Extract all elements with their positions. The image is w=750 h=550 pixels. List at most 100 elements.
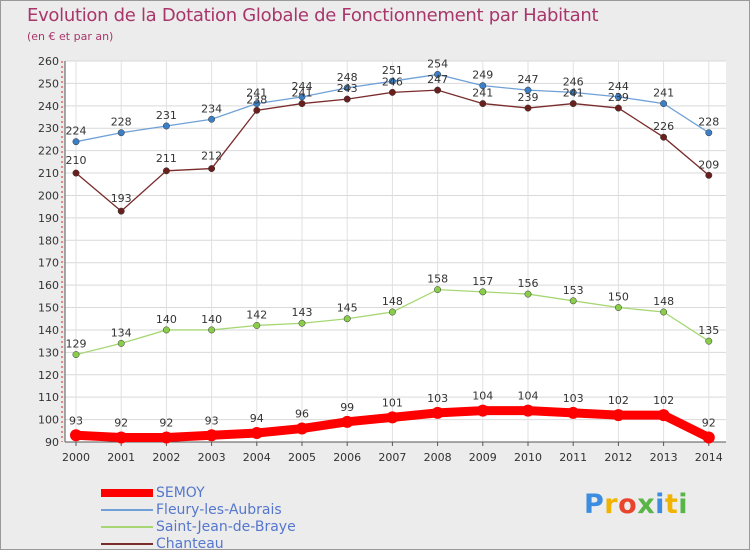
data-point-chanteau bbox=[208, 165, 216, 173]
data-point-fleury-les-aubrais bbox=[479, 82, 487, 90]
data-point-chanteau bbox=[298, 100, 306, 108]
data-label-fleury-les-aubrais: 228 bbox=[698, 116, 719, 129]
y-tick-label: 250 bbox=[38, 77, 59, 90]
data-label-semoy: 104 bbox=[518, 390, 539, 403]
logo-letter: i bbox=[678, 489, 689, 520]
data-label-semoy: 103 bbox=[563, 392, 584, 405]
data-label-chanteau: 246 bbox=[382, 75, 403, 88]
data-label-saint-jean-de-braye: 150 bbox=[608, 291, 629, 304]
data-point-saint-jean-de-braye bbox=[72, 351, 80, 359]
data-point-semoy bbox=[250, 427, 263, 440]
data-label-semoy: 96 bbox=[295, 408, 309, 421]
y-tick-label: 230 bbox=[38, 122, 59, 135]
data-label-chanteau: 239 bbox=[608, 91, 629, 104]
data-label-saint-jean-de-braye: 140 bbox=[201, 313, 222, 326]
data-point-saint-jean-de-braye bbox=[434, 286, 442, 294]
data-point-fleury-les-aubrais bbox=[253, 100, 261, 108]
data-label-chanteau: 241 bbox=[472, 87, 493, 100]
proxiti-logo: Proxiti bbox=[584, 489, 688, 520]
data-label-chanteau: 241 bbox=[292, 87, 313, 100]
legend-swatch-chanteau bbox=[101, 543, 153, 545]
logo-letter: o bbox=[618, 489, 638, 520]
x-tick-label: 2011 bbox=[559, 451, 587, 464]
logo-letter: r bbox=[604, 489, 619, 520]
data-point-chanteau bbox=[660, 133, 668, 141]
data-point-semoy bbox=[386, 411, 399, 424]
data-label-saint-jean-de-braye: 157 bbox=[472, 275, 493, 288]
logo-letter: i bbox=[655, 489, 665, 520]
data-point-saint-jean-de-braye bbox=[208, 326, 216, 334]
legend-item-fleury: Fleury-les-Aubrais bbox=[101, 502, 361, 519]
y-tick-label: 170 bbox=[38, 257, 59, 270]
data-label-fleury-les-aubrais: 244 bbox=[608, 80, 629, 93]
data-label-saint-jean-de-braye: 142 bbox=[246, 308, 267, 321]
data-point-saint-jean-de-braye bbox=[253, 322, 261, 329]
data-point-semoy bbox=[341, 415, 354, 428]
data-label-fleury-les-aubrais: 246 bbox=[563, 75, 584, 88]
data-label-saint-jean-de-braye: 156 bbox=[518, 277, 539, 290]
data-point-chanteau bbox=[162, 167, 170, 175]
data-label-saint-jean-de-braye: 148 bbox=[382, 295, 403, 308]
y-tick-label: 160 bbox=[38, 279, 59, 292]
data-label-chanteau: 193 bbox=[111, 192, 132, 205]
x-tick-label: 2003 bbox=[198, 451, 226, 464]
data-point-chanteau bbox=[434, 86, 442, 94]
data-label-semoy: 93 bbox=[69, 414, 83, 427]
data-label-chanteau: 247 bbox=[427, 73, 448, 86]
data-label-saint-jean-de-braye: 158 bbox=[427, 273, 448, 286]
data-point-saint-jean-de-braye bbox=[117, 339, 125, 347]
data-label-saint-jean-de-braye: 148 bbox=[653, 295, 674, 308]
legend-swatch-saint-jean bbox=[101, 526, 153, 528]
data-label-semoy: 103 bbox=[427, 392, 448, 405]
data-label-chanteau: 238 bbox=[246, 93, 267, 106]
legend-label-fleury: Fleury-les-Aubrais bbox=[156, 502, 282, 518]
y-tick-label: 140 bbox=[38, 324, 59, 337]
data-point-saint-jean-de-braye bbox=[660, 308, 668, 316]
data-point-chanteau bbox=[117, 207, 125, 215]
data-label-saint-jean-de-braye: 140 bbox=[156, 313, 177, 326]
y-tick-label: 210 bbox=[38, 167, 59, 180]
legend-label-semoy: SEMOY bbox=[156, 485, 205, 501]
legend-swatch-semoy bbox=[101, 489, 153, 497]
data-point-semoy bbox=[657, 409, 670, 422]
data-label-chanteau: 226 bbox=[653, 120, 674, 133]
data-point-fleury-les-aubrais bbox=[660, 100, 668, 108]
data-point-fleury-les-aubrais bbox=[524, 86, 532, 94]
data-point-fleury-les-aubrais bbox=[705, 129, 713, 137]
x-tick-label: 2006 bbox=[333, 451, 361, 464]
data-point-semoy bbox=[702, 431, 715, 444]
y-tick-label: 120 bbox=[38, 369, 59, 382]
data-label-fleury-les-aubrais: 231 bbox=[156, 109, 177, 122]
data-point-semoy bbox=[70, 429, 82, 442]
data-label-semoy: 102 bbox=[653, 394, 674, 407]
data-label-semoy: 92 bbox=[159, 417, 173, 430]
data-label-chanteau: 212 bbox=[201, 150, 222, 163]
data-point-fleury-les-aubrais bbox=[298, 93, 306, 101]
data-point-chanteau bbox=[388, 88, 396, 96]
data-label-fleury-les-aubrais: 234 bbox=[201, 102, 222, 115]
data-point-semoy bbox=[522, 404, 534, 417]
data-labels: 93 92 92 93 94 96 99 101 103 104 104 103 102 102 92 224… bbox=[66, 57, 720, 429]
x-tick-label: 2008 bbox=[424, 451, 452, 464]
legend-label-saint-jean: Saint-Jean-de-Braye bbox=[156, 519, 296, 535]
data-label-fleury-les-aubrais: 244 bbox=[292, 80, 313, 93]
data-label-semoy: 104 bbox=[472, 390, 493, 403]
data-label-fleury-les-aubrais: 241 bbox=[653, 87, 674, 100]
data-label-fleury-les-aubrais: 249 bbox=[472, 69, 493, 82]
x-tick-label: 2007 bbox=[378, 451, 406, 464]
data-point-fleury-les-aubrais bbox=[117, 129, 125, 137]
data-label-semoy: 101 bbox=[382, 396, 403, 409]
data-point-fleury-les-aubrais bbox=[162, 122, 170, 130]
chart-subtitle: (en € et par an) bbox=[27, 30, 114, 43]
data-label-fleury-les-aubrais: 251 bbox=[382, 64, 403, 77]
data-label-semoy: 92 bbox=[702, 417, 716, 430]
data-point-fleury-les-aubrais bbox=[208, 115, 216, 123]
data-label-fleury-les-aubrais: 254 bbox=[427, 57, 448, 70]
logo-letter: t bbox=[664, 489, 679, 520]
data-point-saint-jean-de-braye bbox=[479, 288, 487, 296]
data-point-chanteau bbox=[343, 95, 351, 103]
data-label-chanteau: 210 bbox=[66, 154, 87, 167]
data-point-semoy bbox=[612, 409, 625, 422]
